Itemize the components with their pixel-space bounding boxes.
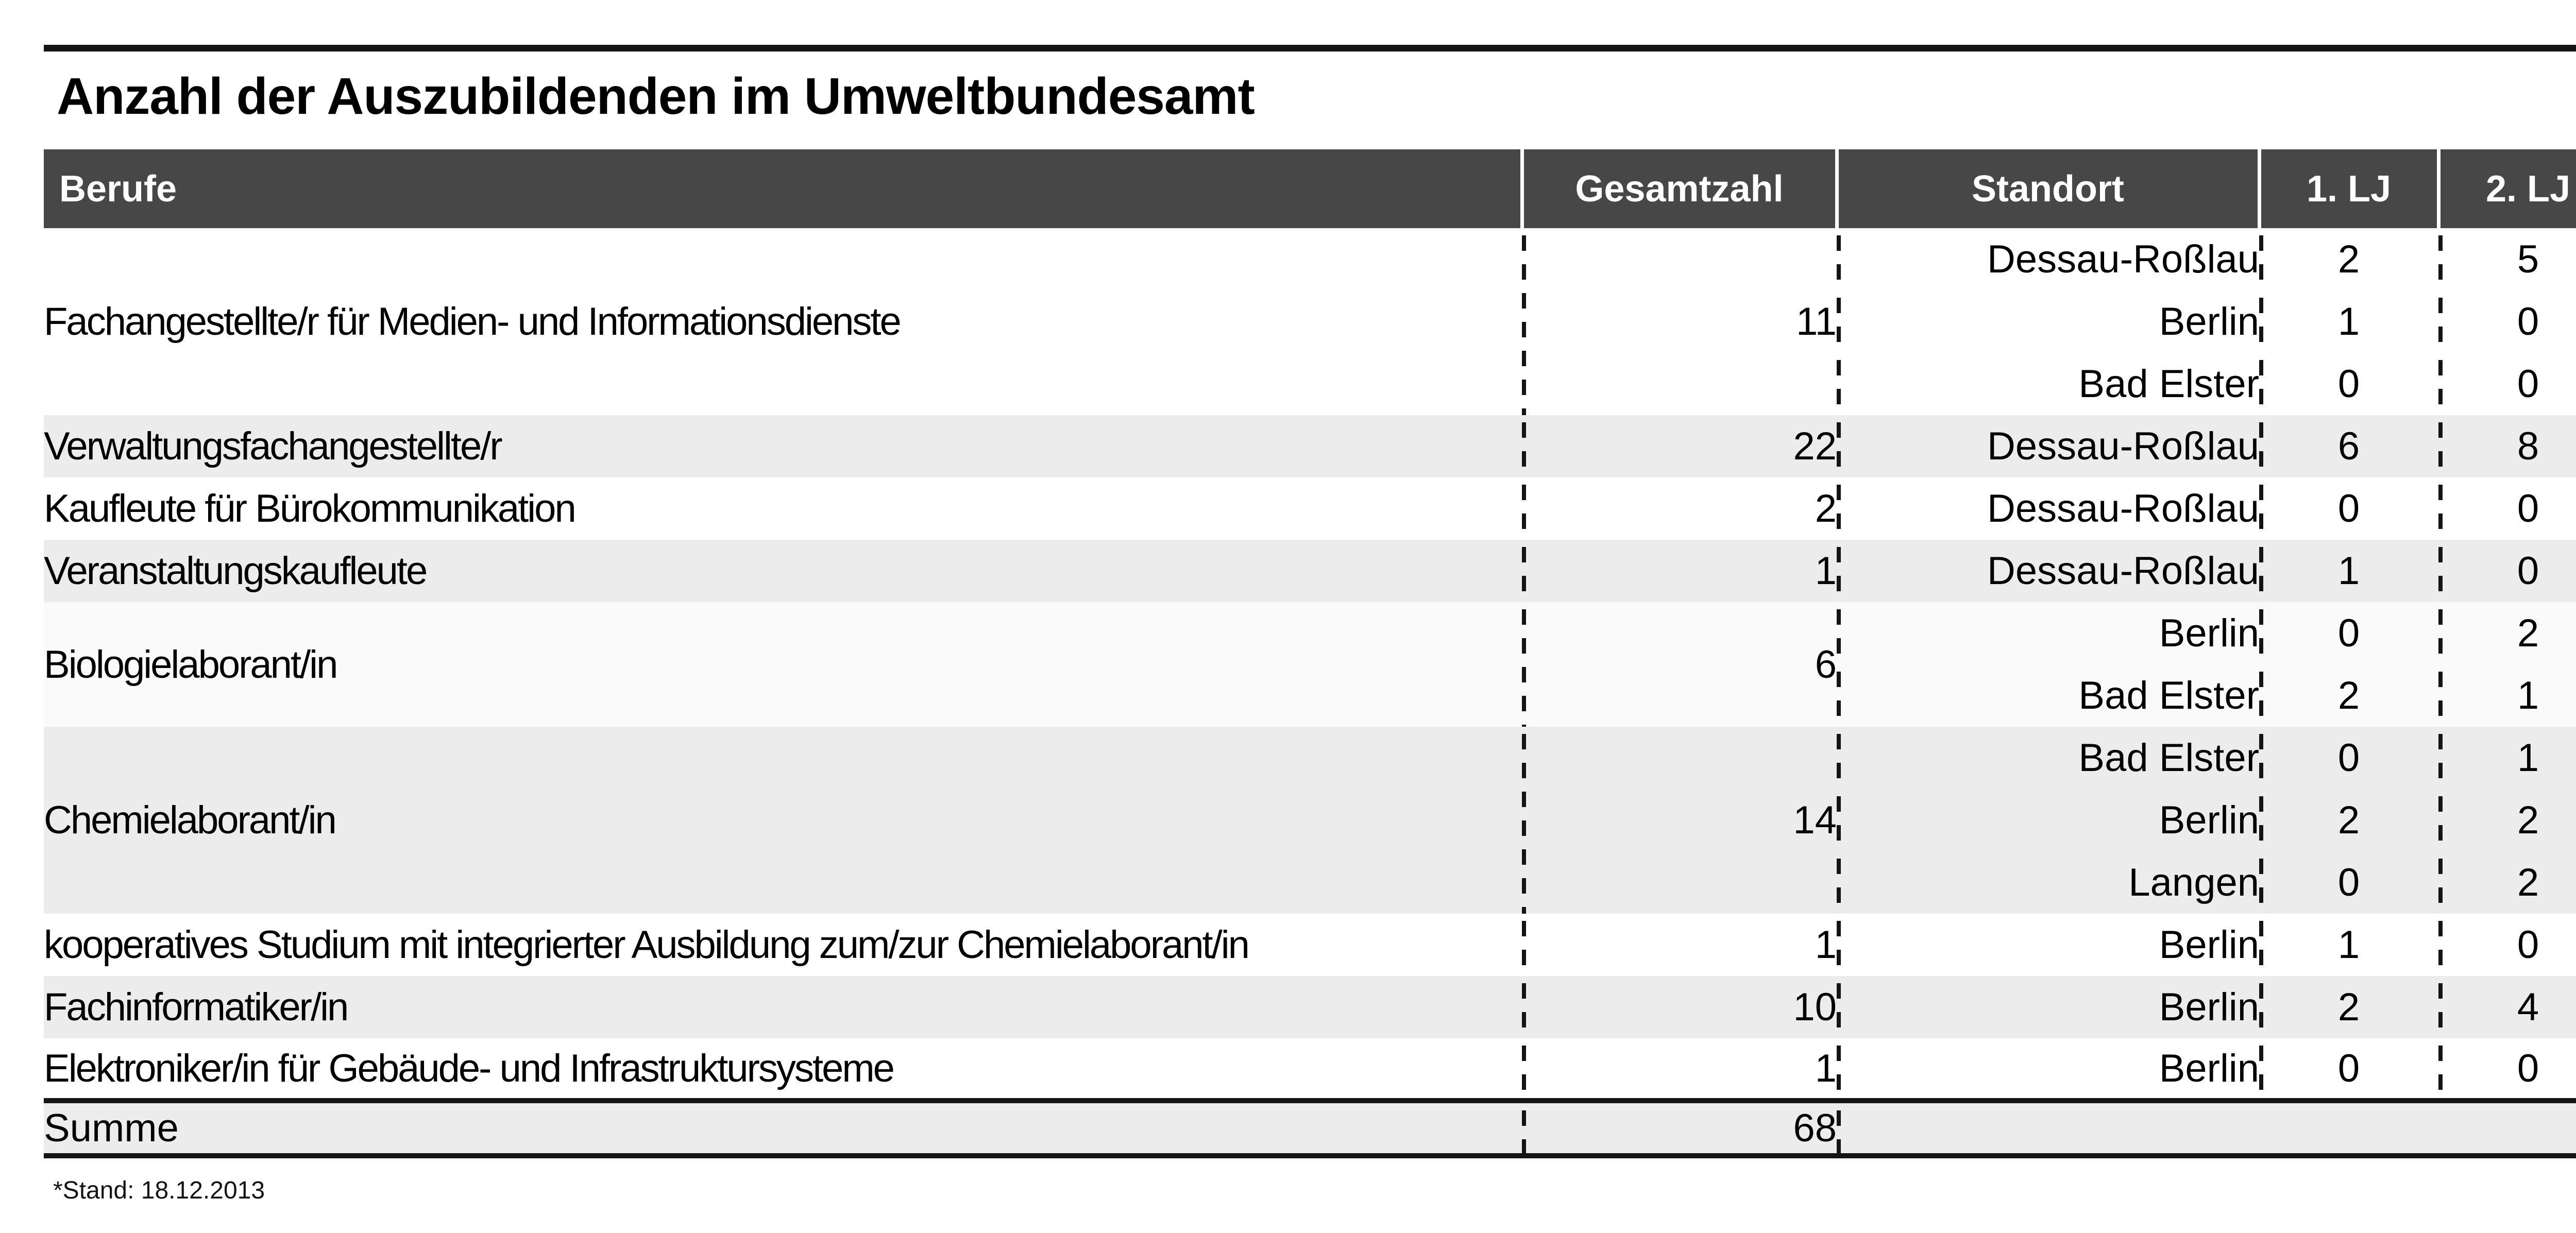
standort-cell: Berlin <box>1837 976 2259 1038</box>
table-row: kooperatives Studium mit integrierter Au… <box>44 914 2576 976</box>
top-rule <box>44 45 2576 52</box>
table-row: Fachinformatiker/in10Berlin2440 <box>44 976 2576 1038</box>
column-header-berufe: Berufe <box>44 149 1522 228</box>
gesamtzahl-cell: 22 <box>1522 415 1837 477</box>
lj2-cell: 0 <box>2438 914 2576 976</box>
column-header-standort: Standort <box>1835 149 2259 228</box>
table-body: Fachangestellte/r für Medien- und Inform… <box>44 228 2576 1101</box>
standort-cell: Berlin <box>1837 602 2259 664</box>
standort-cell: Berlin <box>1837 789 2259 851</box>
standort-cell: Bad Elster <box>1837 353 2259 415</box>
summe-gesamtzahl: 68 <box>1522 1098 1837 1158</box>
table-header: Berufe Gesamtzahl Standort 1. LJ 2. LJ 3… <box>44 149 2576 228</box>
beruf-cell: Kaufleute für Bürokommunikation <box>44 477 1522 540</box>
lj2-cell: 0 <box>2438 290 2576 353</box>
table-row: Verwaltungsfachangestellte/r 22 Dessau-Roß… <box>44 415 2576 477</box>
standort-cell: Dessau-Roßlau <box>1837 477 2259 540</box>
lj2-cell: 5 <box>2438 228 2576 290</box>
gesamtzahl-cell: 6 <box>1522 602 1837 727</box>
table-row: Berlin1010 <box>44 290 2576 353</box>
standort-cell: Bad Elster <box>1837 664 2259 727</box>
footnote: *Stand: 18.12.2013 <box>53 1177 265 1204</box>
lj2-cell: 4 <box>2438 976 2576 1038</box>
standort-cell: Bad Elster <box>1837 727 2259 789</box>
lj2-cell: 1 <box>2438 664 2576 727</box>
lj2-cell: 0 <box>2438 353 2576 415</box>
beruf-cell: Fachinformatiker/in <box>44 976 1522 1038</box>
beruf-cell: Biologielaborant/in <box>44 602 1522 727</box>
lj2-cell: 0 <box>2438 477 2576 540</box>
column-header-gesamtzahl: Gesamtzahl <box>1520 149 1837 228</box>
lj1-cell: 0 <box>2259 353 2438 415</box>
gesamtzahl-cell: 2 <box>1522 477 1837 540</box>
header-row: Berufe Gesamtzahl Standort 1. LJ 2. LJ 3… <box>44 149 2576 228</box>
table-row: Bad Elster0000 <box>44 353 2576 415</box>
table-row: Berlin2222 <box>44 789 2576 851</box>
standort-cell: Langen <box>1837 851 2259 914</box>
gesamtzahl-cell: 1 <box>1522 1038 1837 1101</box>
standort-cell: Dessau-Roßlau <box>1837 540 2259 602</box>
beruf-cell: Chemielaborant/in <box>44 727 1522 914</box>
lj2-cell: 8 <box>2438 415 2576 477</box>
lj1-cell: 2 <box>2259 664 2438 727</box>
lj1-cell: 1 <box>2259 290 2438 353</box>
standort-cell: Dessau-Roßlau <box>1837 228 2259 290</box>
auszubildende-table: Berufe Gesamtzahl Standort 1. LJ 2. LJ 3… <box>44 149 2576 1158</box>
gesamtzahl-cell: 14 <box>1522 727 1837 914</box>
standort-cell: Berlin <box>1837 1038 2259 1101</box>
gesamtzahl-cell: 11 <box>1522 228 1837 415</box>
beruf-cell: kooperatives Studium mit integrierter Au… <box>44 914 1522 976</box>
lj1-cell: 2 <box>2259 228 2438 290</box>
gesamtzahl-cell: 1 <box>1522 914 1837 976</box>
lj2-cell: 0 <box>2438 1038 2576 1101</box>
lj1-cell: 0 <box>2259 851 2438 914</box>
table-footer: Summe 68 <box>44 1098 2576 1158</box>
summe-row: Summe 68 <box>44 1098 2576 1158</box>
summe-label: Summe <box>44 1098 1522 1158</box>
table-row: Kaufleute für Bürokommunikation 2 Dessau-R… <box>44 477 2576 540</box>
lj1-cell: 2 <box>2259 789 2438 851</box>
lj2-cell: 0 <box>2438 540 2576 602</box>
lj1-cell: 1 <box>2259 540 2438 602</box>
column-header-lj2: 2. LJ <box>2436 149 2576 228</box>
beruf-cell: Elektroniker/in für Gebäude- und Infrast… <box>44 1038 1522 1101</box>
table-row: Veranstaltungskaufleute1Dessau-Roßlau100… <box>44 540 2576 602</box>
table-row: Elektroniker/in für Gebäude- und Infrast… <box>44 1038 2576 1101</box>
gesamtzahl-cell: 10 <box>1522 976 1837 1038</box>
table-row: Biologielaborant/in6Berlin0210 <box>44 602 2576 727</box>
table-row: Bad Elster2100 <box>44 664 2576 727</box>
lj1-cell: 0 <box>2259 477 2438 540</box>
standort-cell: Berlin <box>1837 914 2259 976</box>
lj2-cell: 2 <box>2438 789 2576 851</box>
column-header-lj1: 1. LJ <box>2257 149 2438 228</box>
summe-empty-cell <box>1837 1098 2576 1158</box>
standort-cell: Berlin <box>1837 290 2259 353</box>
standort-cell: Dessau-Roßlau <box>1837 415 2259 477</box>
lj2-cell: 1 <box>2438 727 2576 789</box>
lj1-cell: 6 <box>2259 415 2438 477</box>
page-title: Anzahl der Auszubildenden im Umweltbunde… <box>57 67 1255 125</box>
table-row: Langen0211 <box>44 851 2576 914</box>
table-row: Fachangestellte/r für Medien- und Inform… <box>44 228 2576 415</box>
beruf-cell: Fachangestellte/r für Medien- und Inform… <box>44 228 1522 415</box>
lj1-cell: 2 <box>2259 976 2438 1038</box>
lj2-cell: 2 <box>2438 602 2576 664</box>
lj1-cell: 1 <box>2259 914 2438 976</box>
beruf-cell: Veranstaltungskaufleute <box>44 540 1522 602</box>
gesamtzahl-cell: 1 <box>1522 540 1837 602</box>
lj1-cell: 0 <box>2259 1038 2438 1101</box>
lj1-cell: 0 <box>2259 602 2438 664</box>
beruf-cell: Verwaltungsfachangestellte/r <box>44 415 1522 477</box>
lj1-cell: 0 <box>2259 727 2438 789</box>
lj2-cell: 2 <box>2438 851 2576 914</box>
